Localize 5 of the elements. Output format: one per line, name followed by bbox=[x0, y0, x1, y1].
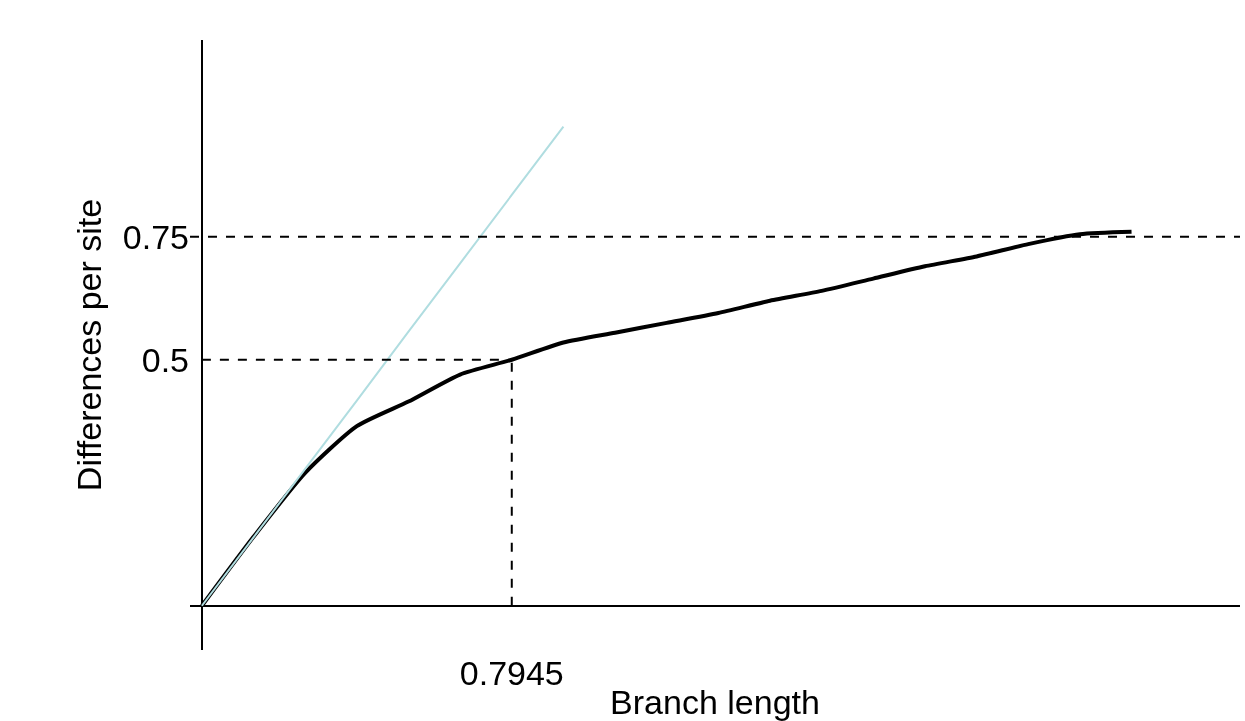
y-axis-title: Differences per site bbox=[70, 198, 109, 492]
y-tick-label: 0.75 bbox=[122, 217, 189, 256]
x-tick-label: 0.7945 bbox=[459, 654, 564, 692]
y-tick-label: 0.5 bbox=[141, 340, 189, 379]
x-axis-title: Branch length bbox=[610, 683, 820, 721]
